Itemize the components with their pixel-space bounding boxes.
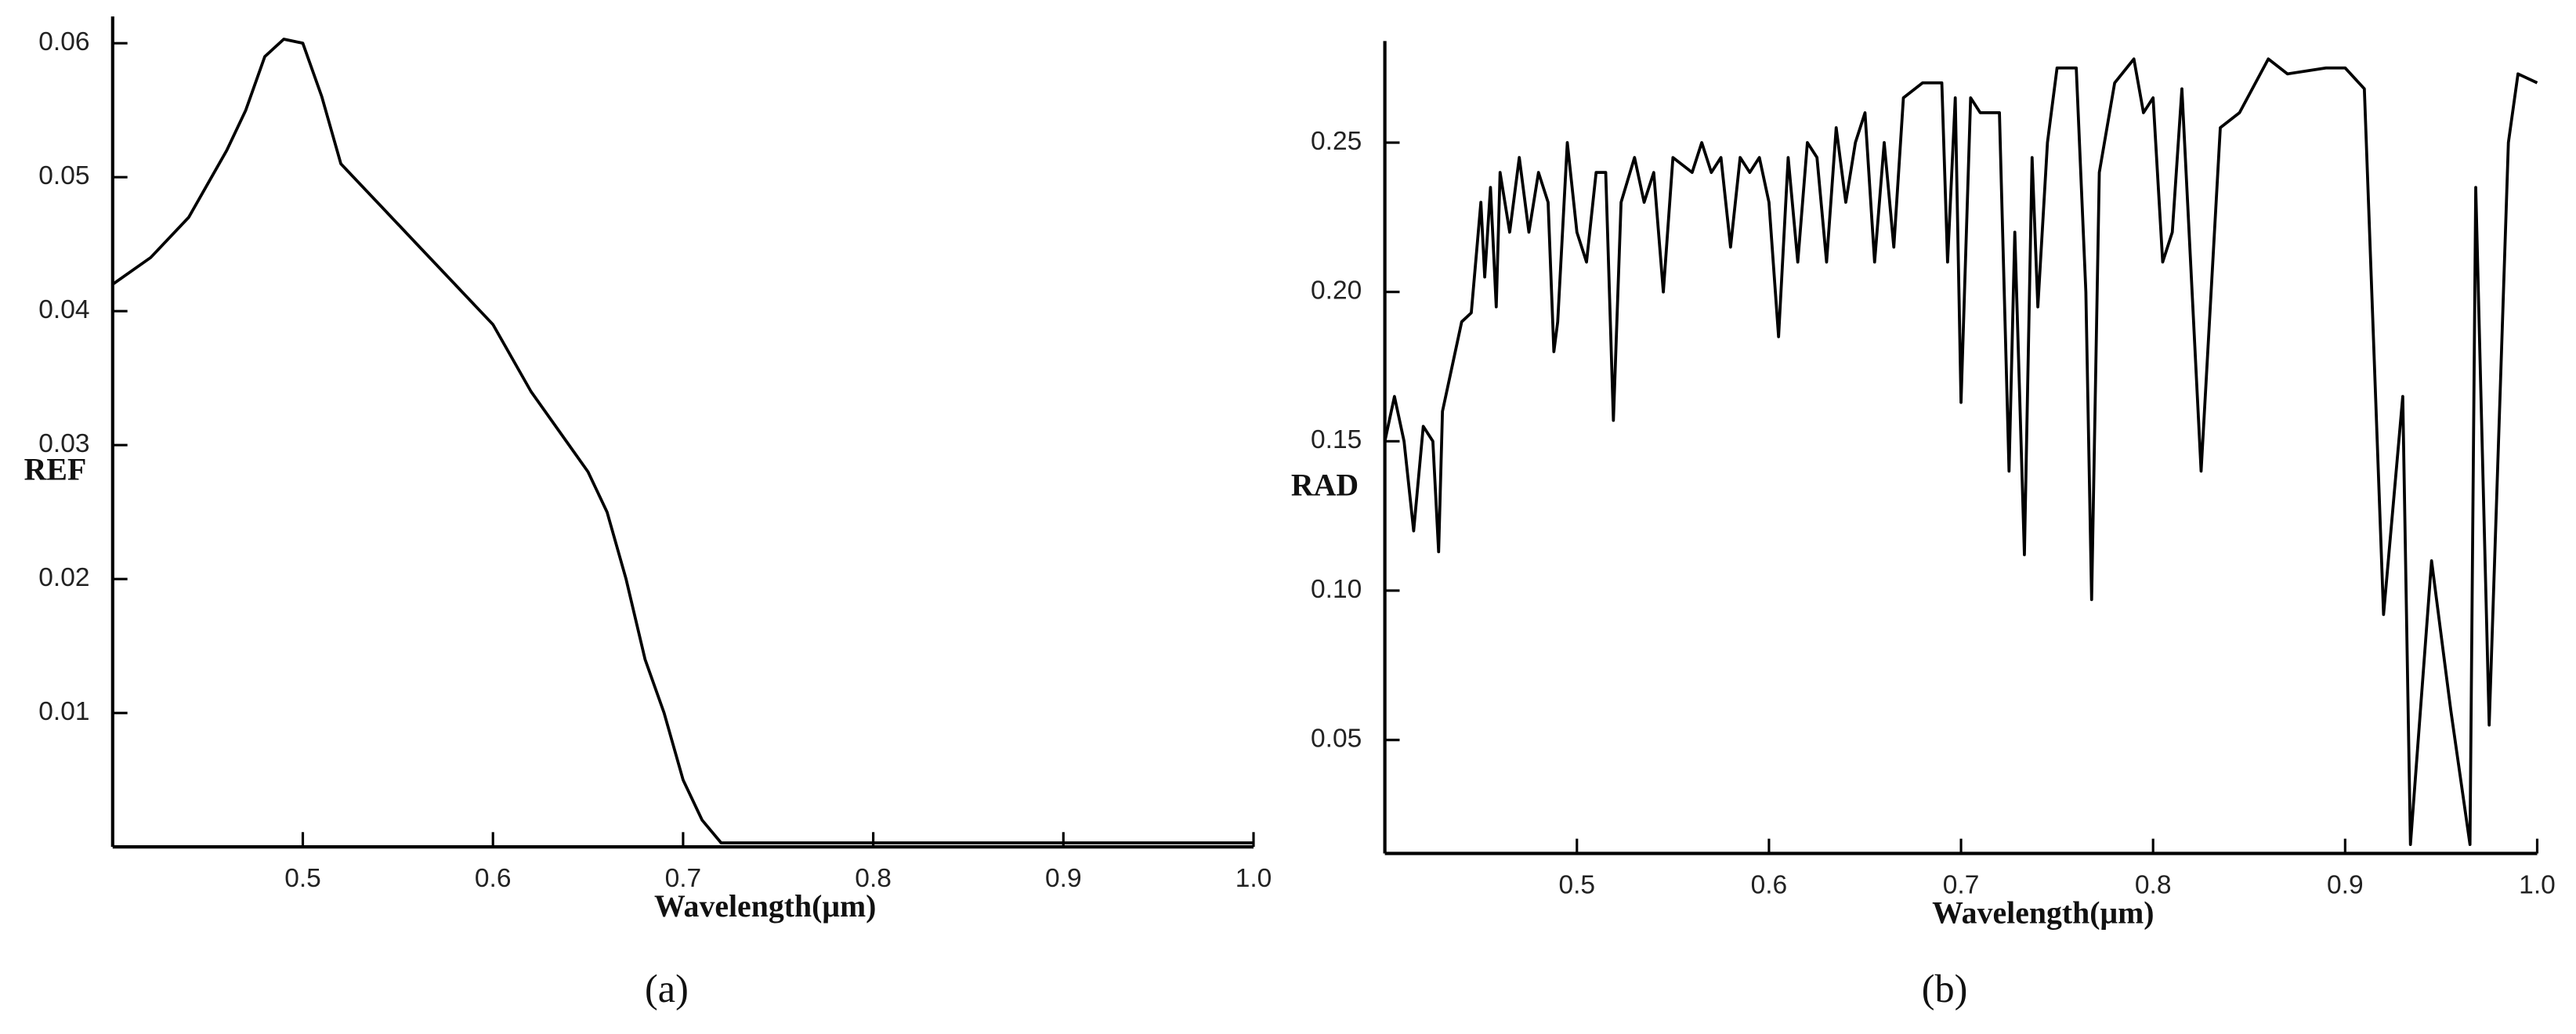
y-tick-label: 0.05 [1311,724,1362,753]
data-line [111,38,1254,844]
x-tick-label: 0.9 [1045,864,1082,893]
x-tick-label: 1.0 [1236,864,1272,893]
x-tick-label: 0.8 [2135,870,2172,899]
y-tick-label: 0.20 [1311,277,1362,306]
x-tick-label: 0.7 [665,864,702,893]
x-tick-label: 0.6 [475,864,512,893]
y-axis-label: RAD [1291,468,1359,502]
y-axis-label: REF [24,453,87,487]
x-tick-label: 0.5 [284,864,321,893]
x-tick-label: 0.5 [1558,870,1595,899]
x-axis-label: Wavelength(μm) [654,889,876,924]
x-tick-label: 0.9 [2327,870,2364,899]
caption: (a) [645,967,689,1010]
y-tick-label: 0.05 [38,161,89,190]
x-tick-label: 0.7 [1943,870,1980,899]
x-tick-label: 0.6 [1751,870,1788,899]
y-tick-label: 0.10 [1311,575,1362,604]
y-tick-label: 0.06 [38,27,89,56]
y-tick-label: 0.04 [38,295,89,324]
y-tick-label: 0.01 [38,697,89,726]
x-tick-label: 0.8 [855,864,892,893]
y-tick-label: 0.03 [38,429,89,458]
caption: (b) [1922,967,1968,1010]
y-tick-label: 0.02 [38,563,89,592]
x-tick-label: 1.0 [2519,870,2556,899]
data-line [1383,57,2538,846]
y-tick-label: 0.25 [1311,127,1362,156]
y-tick-label: 0.15 [1311,425,1362,454]
x-axis-label: Wavelength(μm) [1932,895,2154,930]
